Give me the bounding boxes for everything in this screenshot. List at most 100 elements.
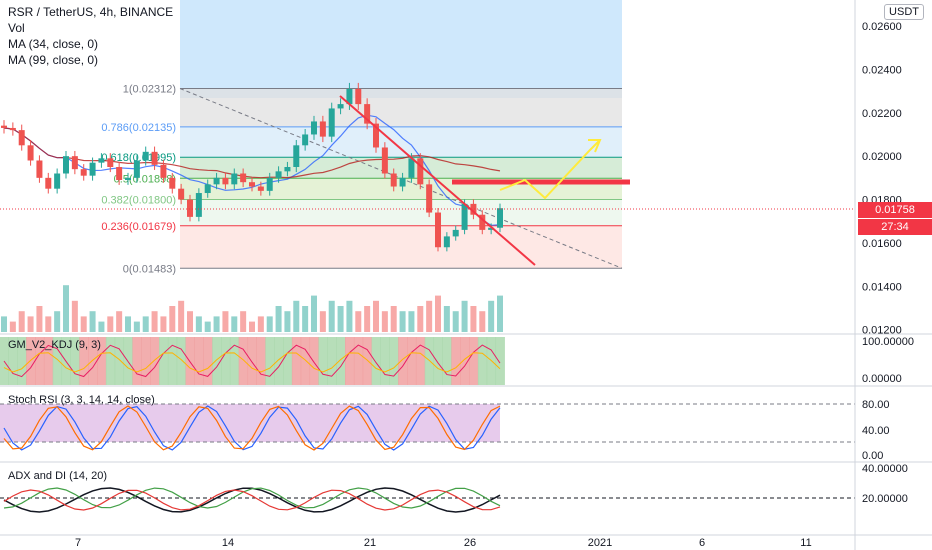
- time-tick-label: 6: [699, 537, 705, 549]
- candle-body: [266, 177, 273, 191]
- candle-body: [337, 104, 344, 109]
- volume-bar: [381, 311, 388, 332]
- kdj-band: [70, 337, 80, 385]
- kdj-band: [212, 337, 222, 385]
- last-price-tag: 0.01758: [858, 202, 932, 218]
- kdj-band: [185, 337, 195, 385]
- price-tick-label: 0.02600: [862, 21, 902, 33]
- kdj-band: [203, 337, 213, 385]
- volume-bar: [497, 295, 503, 332]
- kdj-band: [159, 337, 169, 385]
- volume-bars: [1, 285, 503, 332]
- projection-arrowhead: [588, 139, 602, 153]
- candle-body: [231, 173, 238, 185]
- di-plus-line: [3, 487, 501, 509]
- volume-bar: [178, 300, 185, 332]
- kdj-band: [8, 337, 18, 385]
- stoch-rsi-legend[interactable]: Stoch RSI (3, 3, 14, 14, close): [8, 394, 155, 406]
- kdj-band: [345, 337, 355, 385]
- candle-body: [80, 169, 87, 176]
- price-axis[interactable]: 0.026000.024000.022000.020000.018000.016…: [854, 0, 902, 550]
- candle-body: [125, 177, 131, 181]
- volume-bar: [107, 316, 114, 332]
- volume-bar: [151, 311, 158, 332]
- vol-legend[interactable]: Vol: [8, 21, 25, 35]
- candle-body: [470, 203, 477, 215]
- candle-body: [98, 158, 105, 163]
- fib-level-label: 0.5(0.01898): [114, 173, 176, 185]
- ma34-legend[interactable]: MA (34, close, 0): [8, 37, 99, 51]
- price-tick-label: 0.01400: [862, 281, 902, 293]
- volume-bar: [133, 321, 140, 332]
- volume-bar: [204, 321, 211, 332]
- fib-zone: [180, 225, 622, 269]
- price-tick-label: 0.02200: [862, 108, 902, 120]
- kdj-k-line: [3, 344, 501, 378]
- time-tick-label: 7: [75, 537, 81, 549]
- kdj-band: [451, 337, 461, 385]
- candle-body: [151, 151, 158, 165]
- fib-level-label: 0.786(0.02135): [101, 122, 176, 134]
- adx-legend[interactable]: ADX and DI (14, 20): [8, 470, 108, 482]
- candle-body: [142, 151, 149, 161]
- ma99-legend[interactable]: MA (99, close, 0): [8, 53, 99, 67]
- descending-trendline: [339, 95, 536, 266]
- fib-level-label: 0(0.01483): [123, 263, 176, 275]
- kdj-band: [274, 337, 284, 385]
- volume-bar: [231, 316, 238, 332]
- kdj-band: [407, 337, 417, 385]
- kdj-band: [247, 337, 257, 385]
- candle-body: [204, 184, 211, 194]
- candle-body: [9, 127, 16, 131]
- volume-bar: [399, 311, 406, 332]
- volume-bar: [27, 316, 34, 332]
- volume-bar: [116, 311, 123, 332]
- candle-body: [302, 134, 309, 146]
- currency-badge[interactable]: USDT: [884, 4, 924, 20]
- volume-bar: [195, 316, 202, 332]
- kdj-legend[interactable]: GM_V2_KDJ (9, 3): [8, 339, 101, 351]
- volume-bar: [257, 316, 264, 332]
- kdj-band: [97, 337, 107, 385]
- kdj-band: [460, 337, 470, 385]
- kdj-band: [114, 337, 125, 385]
- volume-bar: [373, 300, 379, 332]
- kdj-d-line: [3, 352, 501, 373]
- fibonacci-retracement[interactable]: 1(0.02312)0.786(0.02135)0.618(0.01995)0.…: [101, 83, 623, 275]
- candle-body: [399, 177, 406, 187]
- fib-level-label: 0.382(0.01800): [101, 195, 176, 207]
- volume-bar: [337, 306, 344, 332]
- kdj-band: [265, 337, 275, 385]
- volume-bar: [142, 316, 149, 332]
- volume-bar: [461, 300, 468, 332]
- candle-body: [426, 184, 433, 213]
- di-minus-line: [3, 489, 501, 511]
- candle-body: [408, 158, 415, 178]
- candle-body: [18, 130, 25, 146]
- kdj-band: [495, 337, 505, 385]
- volume-bar: [169, 306, 176, 332]
- volume-bar: [346, 300, 353, 332]
- kdj-band: [17, 337, 27, 385]
- volume-bar: [311, 295, 317, 332]
- kdj-band: [469, 337, 479, 385]
- kdj-band: [194, 337, 204, 385]
- volume-bar: [36, 306, 43, 332]
- stoch-k-line: [3, 405, 501, 451]
- drawing-tools[interactable]: [0, 95, 855, 266]
- symbol-title[interactable]: RSR / TetherUS, 4h, BINANCE: [8, 5, 174, 19]
- candle-body: [45, 177, 52, 189]
- candle-body: [443, 236, 450, 248]
- volume-bar: [328, 300, 335, 332]
- volume-bar: [63, 285, 69, 332]
- kdj-band: [176, 337, 187, 385]
- time-axis[interactable]: 7 14 21 26 2021 6 11: [0, 534, 932, 549]
- volume-bar: [98, 321, 105, 332]
- time-tick-label: 14: [222, 537, 234, 549]
- kdj-band: [256, 337, 266, 385]
- volume-bar: [187, 311, 193, 332]
- chart-legend: RSR / TetherUS, 4h, BINANCE Vol MA (34, …: [8, 4, 173, 68]
- kdj-band: [132, 337, 142, 385]
